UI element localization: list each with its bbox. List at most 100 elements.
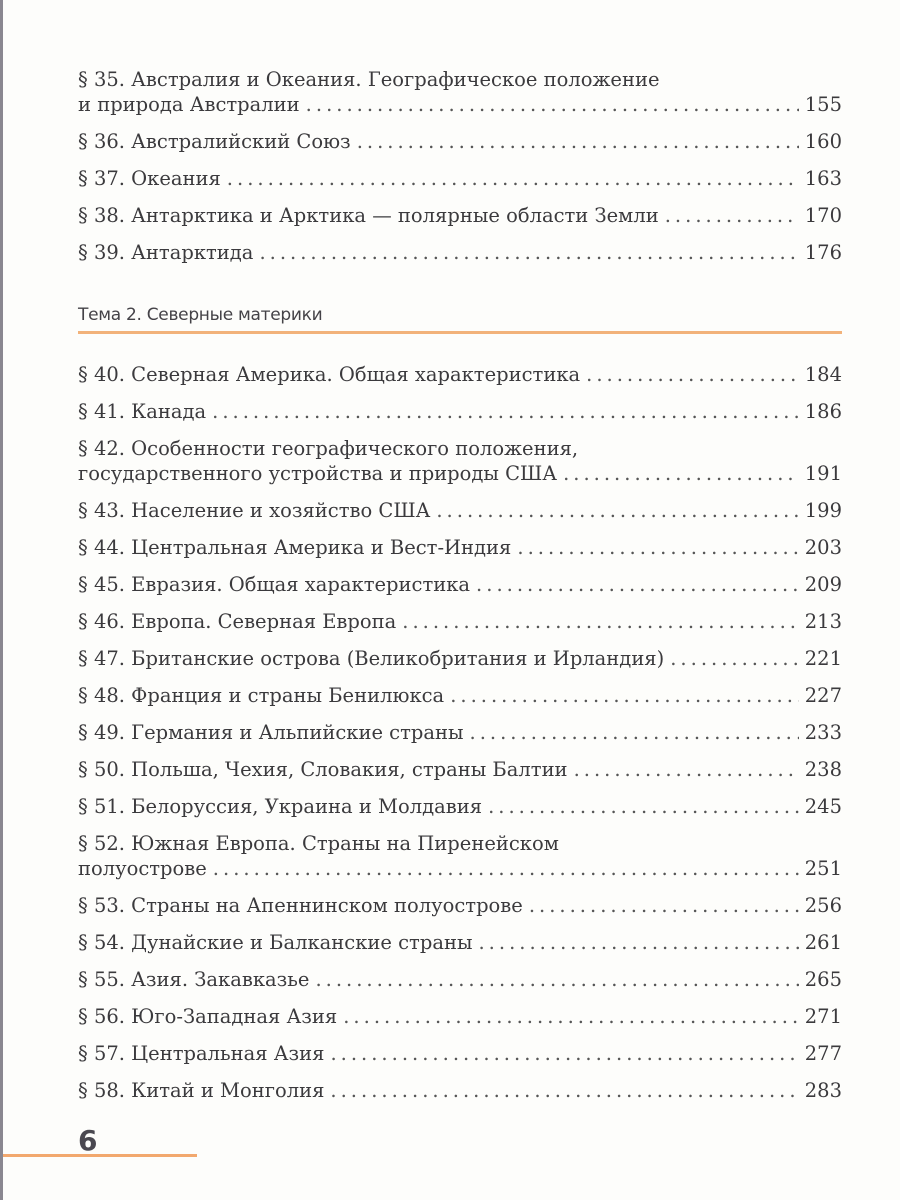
toc-entry[interactable]: § 47. Британские острова (Великобритания…	[78, 646, 842, 671]
toc-entry-title: § 36. Австралийский Союз	[78, 130, 351, 153]
toc-entry-line: § 44. Центральная Америка и Вест-Индия..…	[78, 535, 842, 560]
toc-entry-line: § 57. Центральная Азия..................…	[78, 1041, 842, 1066]
toc-entry-page: 155	[804, 93, 842, 116]
toc-entry-page: 256	[804, 894, 842, 917]
toc-entry-title: § 54. Дунайские и Балканские страны	[78, 931, 473, 954]
toc-entry-line: § 52. Южная Европа. Страны на Пиренейско…	[78, 831, 842, 856]
dot-leader: ........................................…	[305, 93, 799, 116]
toc-entry-title: § 51. Белоруссия, Украина и Молдавия	[78, 795, 483, 818]
toc-entry-line: § 50. Польша, Чехия, Словакия, страны Ба…	[78, 757, 842, 782]
toc-entry-title: § 49. Германия и Альпийские страны	[78, 721, 464, 744]
toc-entry[interactable]: § 49. Германия и Альпийские страны......…	[78, 720, 842, 745]
toc-entry[interactable]: § 37. Океания...........................…	[78, 166, 842, 191]
toc-entry[interactable]: § 58. Китай и Монголия..................…	[78, 1078, 842, 1103]
toc-entry[interactable]: § 57. Центральная Азия..................…	[78, 1041, 842, 1066]
toc-entry[interactable]: § 52. Южная Европа. Страны на Пиренейско…	[78, 831, 842, 881]
dot-leader: ........................................…	[478, 931, 798, 954]
toc-entry-title: § 52. Южная Европа. Страны на Пиренейско…	[78, 832, 559, 855]
toc-entry-page: 265	[804, 968, 842, 991]
dot-leader: ........................................…	[586, 363, 799, 386]
toc-entry[interactable]: § 35. Австралия и Океания. Географическо…	[78, 67, 842, 117]
dot-leader: ........................................…	[212, 400, 799, 423]
dot-leader: ........................................…	[670, 647, 799, 670]
toc-entry[interactable]: § 44. Центральная Америка и Вест-Индия..…	[78, 535, 842, 560]
toc-entry[interactable]: § 48. Франция и страны Бенилюкса........…	[78, 683, 842, 708]
toc-entry-line: § 55. Азия. Закавказье..................…	[78, 967, 842, 992]
dot-leader: ........................................…	[330, 1042, 799, 1065]
dot-leader: ........................................…	[476, 573, 799, 596]
dot-leader: ........................................…	[664, 204, 799, 227]
toc-entry-line: § 42. Особенности географического положе…	[78, 436, 842, 461]
toc-entry-line: § 35. Австралия и Океания. Географическо…	[78, 67, 842, 92]
dot-leader: ........................................…	[573, 758, 799, 781]
toc-entry[interactable]: § 53. Страны на Апеннинском полуострове.…	[78, 893, 842, 918]
toc-entry[interactable]: § 39. Антарктида........................…	[78, 240, 842, 265]
dot-leader: ........................................…	[330, 1079, 799, 1102]
toc-entry[interactable]: § 56. Юго-Западная Азия.................…	[78, 1004, 842, 1029]
toc-entry-page: 203	[804, 536, 842, 559]
toc-entry-page: 199	[804, 499, 842, 522]
dot-leader: ........................................…	[528, 894, 799, 917]
page-number-rule	[3, 1154, 197, 1157]
toc-entry-title: полуострове	[78, 857, 207, 880]
toc-entry[interactable]: § 51. Белоруссия, Украина и Молдавия....…	[78, 794, 842, 819]
toc-entry-title: § 38. Антарктика и Арктика — полярные об…	[78, 204, 659, 227]
toc-entry-title: § 42. Особенности географического положе…	[78, 437, 579, 460]
toc-entry-line: § 46. Европа. Северная Европа...........…	[78, 609, 842, 634]
toc-entry-page: 238	[804, 758, 842, 781]
toc-entry-title: § 37. Океания	[78, 167, 221, 190]
toc-entry-line: § 58. Китай и Монголия..................…	[78, 1078, 842, 1103]
toc-entry-page: 233	[804, 721, 842, 744]
toc-entry-line: § 36. Австралийский Союз................…	[78, 129, 842, 154]
toc-entry-page: 209	[804, 573, 842, 596]
toc-entry[interactable]: § 46. Европа. Северная Европа...........…	[78, 609, 842, 634]
toc-entry-title: § 35. Австралия и Океания. Географическо…	[78, 68, 660, 91]
toc-entry[interactable]: § 43. Население и хозяйство США.........…	[78, 498, 842, 523]
toc-entry-page: 213	[804, 610, 842, 633]
toc-entry-page: 186	[804, 400, 842, 423]
toc-entry-title: § 53. Страны на Апеннинском полуострове	[78, 894, 523, 917]
dot-leader: ........................................…	[436, 499, 798, 522]
toc-entry-title: § 48. Франция и страны Бенилюкса	[78, 684, 445, 707]
dot-leader: ........................................…	[226, 167, 799, 190]
toc-entry-title: § 41. Канада	[78, 400, 207, 423]
dot-leader: ........................................…	[488, 795, 799, 818]
toc-entry[interactable]: § 45. Евразия. Общая характеристика.....…	[78, 572, 842, 597]
heading-rule	[78, 331, 842, 334]
toc-entry-line: § 41. Канада............................…	[78, 399, 842, 424]
toc-entry[interactable]: § 36. Австралийский Союз................…	[78, 129, 842, 154]
toc-entry[interactable]: § 38. Антарктика и Арктика — полярные об…	[78, 203, 842, 228]
toc-entry[interactable]: § 40. Северная Америка. Общая характерис…	[78, 362, 842, 387]
toc-entry-page: 261	[804, 931, 842, 954]
toc-entry-line: § 53. Страны на Апеннинском полуострове.…	[78, 893, 842, 918]
toc-entry-line: § 47. Британские острова (Великобритания…	[78, 646, 842, 671]
toc-entry-title: § 57. Центральная Азия	[78, 1042, 325, 1065]
dot-leader: ........................................…	[517, 536, 798, 559]
toc-entry-title: § 43. Население и хозяйство США	[78, 499, 431, 522]
toc-entry-page: 191	[804, 462, 842, 485]
toc-entry-title: § 56. Юго-Западная Азия	[78, 1005, 338, 1028]
dot-leader: ........................................…	[259, 241, 799, 264]
toc-section-australia: § 35. Австралия и Океания. Географическо…	[78, 67, 842, 277]
toc-entry[interactable]: § 55. Азия. Закавказье..................…	[78, 967, 842, 992]
toc-entry-title: § 39. Антарктида	[78, 241, 254, 264]
toc-entry-title: § 50. Польша, Чехия, Словакия, страны Ба…	[78, 758, 568, 781]
toc-entry-title: § 44. Центральная Америка и Вест-Индия	[78, 536, 512, 559]
toc-entry-line: полуострове.............................…	[78, 856, 842, 881]
dot-leader: ........................................…	[469, 721, 799, 744]
dot-leader: ........................................…	[402, 610, 799, 633]
toc-entry[interactable]: § 50. Польша, Чехия, Словакия, страны Ба…	[78, 757, 842, 782]
toc-entry-line: государственного устройства и природы СШ…	[78, 461, 842, 486]
toc-entry-page: 251	[804, 857, 842, 880]
toc-entry-line: § 48. Франция и страны Бенилюкса........…	[78, 683, 842, 708]
dot-leader: ........................................…	[450, 684, 799, 707]
toc-entry[interactable]: § 42. Особенности географического положе…	[78, 436, 842, 486]
toc-entry-line: § 40. Северная Америка. Общая характерис…	[78, 362, 842, 387]
toc-entry-line: § 51. Белоруссия, Украина и Молдавия....…	[78, 794, 842, 819]
toc-entry-page: 221	[804, 647, 842, 670]
toc-entry[interactable]: § 54. Дунайские и Балканские страны.....…	[78, 930, 842, 955]
toc-entry-title: § 40. Северная Америка. Общая характерис…	[78, 363, 581, 386]
toc-entry-line: § 49. Германия и Альпийские страны......…	[78, 720, 842, 745]
toc-entry-title: § 46. Европа. Северная Европа	[78, 610, 397, 633]
toc-entry[interactable]: § 41. Канада............................…	[78, 399, 842, 424]
